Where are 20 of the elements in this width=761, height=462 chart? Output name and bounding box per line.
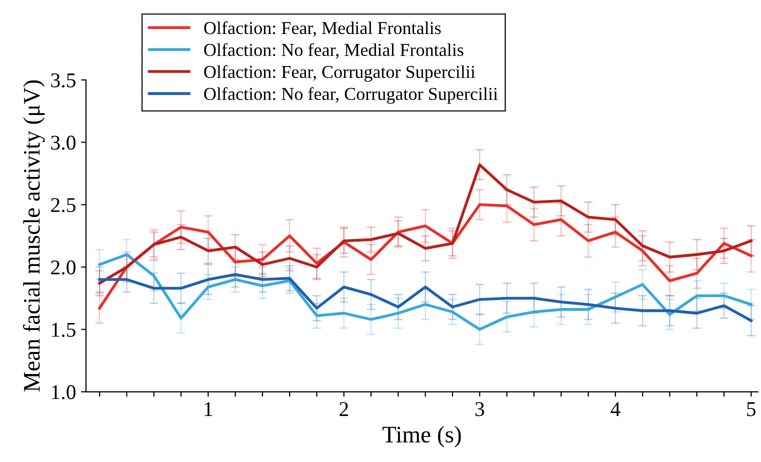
x-tick-label: 1: [204, 402, 212, 416]
line-series: [98, 253, 753, 331]
y-tick-label: 2.5: [51, 198, 76, 212]
x-tick-label: 4: [610, 402, 620, 416]
x-tick-label: 2: [340, 402, 348, 416]
x-axis-title: Time (s): [382, 426, 461, 448]
y-axis-title: Mean facial muscle activity (μV): [22, 80, 45, 392]
y-tick-label: 3.5: [51, 73, 76, 88]
legend-label: Olfaction: No fear, Corrugator Supercilii: [204, 87, 498, 104]
x-tick-label: 3: [475, 402, 484, 416]
y-tick-label: 2.0: [51, 260, 76, 275]
legend-label: Olfaction: No fear, Medial Frontalis: [204, 43, 464, 59]
y-tick-label: 1.0: [52, 385, 76, 400]
x-tick-label: 5: [747, 402, 756, 416]
line-series: [98, 273, 753, 322]
line-series: [98, 163, 753, 285]
y-tick-label: 3.0: [51, 136, 76, 150]
legend-label: Olfaction: Fear, Corrugator Supercilii: [204, 65, 476, 82]
legend-label: Olfaction: Fear, Medial Frontalis: [204, 21, 441, 37]
y-tick-label: 1.5: [52, 322, 76, 337]
